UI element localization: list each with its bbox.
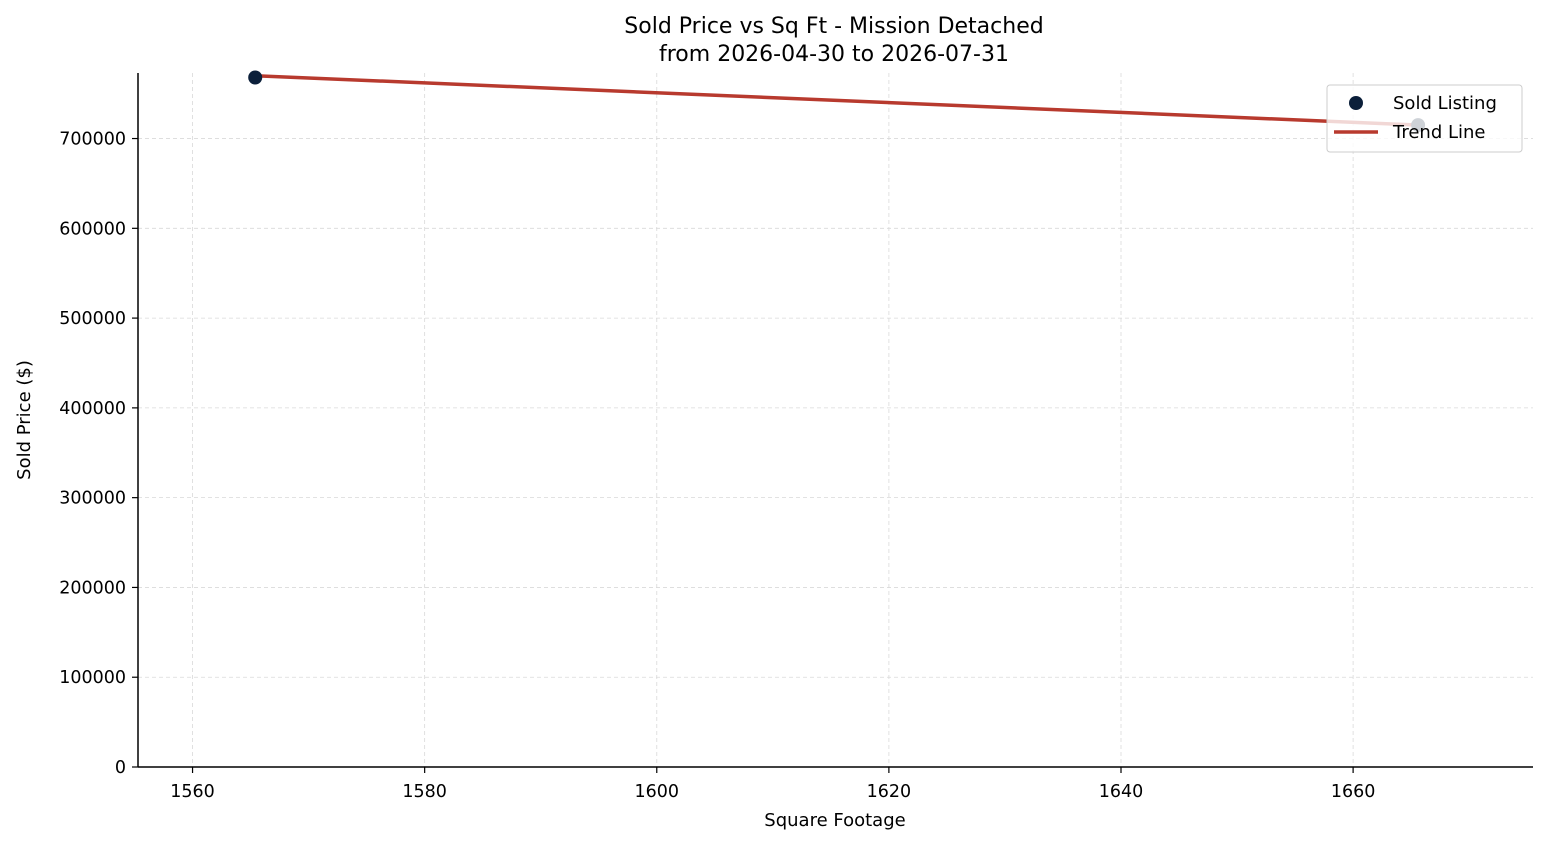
x-tick-label: 1660 [1331, 782, 1376, 802]
y-ticks: 0 100000 200000 300000 400000 500000 600000 700… [59, 130, 138, 778]
grid [138, 73, 1533, 767]
sold-listing-point [248, 70, 263, 85]
y-tick-label: 600000 [59, 219, 126, 239]
x-tick-label: 1580 [402, 782, 447, 802]
chart-title: Sold Price vs Sq Ft - Mission Detached [624, 14, 1043, 39]
y-tick-label: 700000 [59, 130, 126, 150]
x-tick-label: 1620 [867, 782, 912, 802]
legend-box [1326, 84, 1523, 153]
y-tick-label: 200000 [59, 578, 126, 598]
x-tick-label: 1640 [1099, 782, 1144, 802]
legend-label-trend-line: Trend Line [1392, 122, 1486, 143]
legend: Sold Listing Trend Line [1326, 84, 1523, 153]
x-tick-label: 1600 [634, 782, 679, 802]
chart-subtitle: from 2026-04-30 to 2026-07-31 [659, 42, 1009, 67]
y-tick-label: 100000 [59, 668, 126, 688]
y-tick-label: 400000 [59, 399, 126, 419]
legend-marker-sold-listing [1349, 96, 1363, 110]
y-tick-label: 500000 [59, 309, 126, 329]
trend-line-layer [255, 73, 1419, 127]
x-ticks: 1560 1580 1600 1620 1640 1660 [170, 767, 1375, 802]
x-tick-label: 1560 [170, 782, 215, 802]
y-axis-label: Sold Price ($) [14, 360, 35, 480]
legend-label-sold-listing: Sold Listing [1393, 93, 1497, 114]
y-tick-label: 0 [115, 758, 126, 778]
y-tick-label: 300000 [59, 489, 126, 509]
x-axis-label: Square Footage [764, 810, 905, 831]
trend-line [255, 73, 1419, 127]
